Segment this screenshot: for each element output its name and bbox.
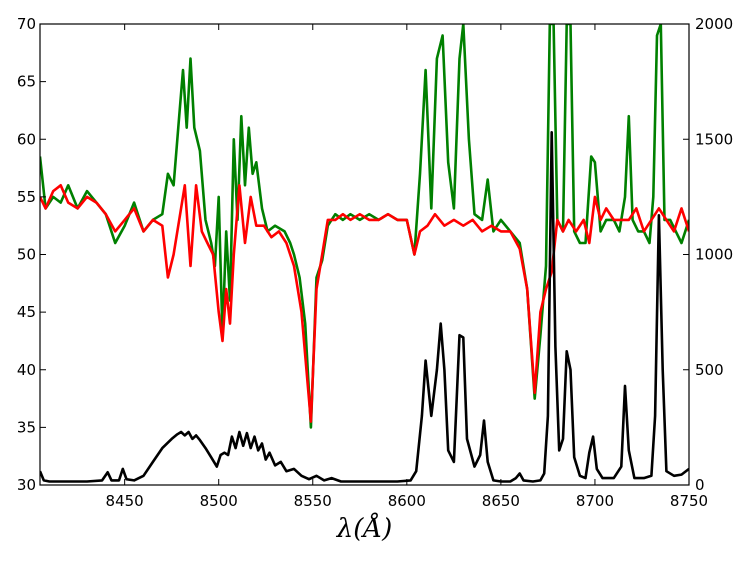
- x-tick-label: 8600: [388, 492, 426, 510]
- y-right-tick-label: 1500: [695, 130, 733, 148]
- plot-lines: [40, 24, 689, 483]
- y-right-tick-label: 1000: [695, 246, 733, 264]
- x-axis-title: λ(Å): [336, 512, 393, 544]
- y-left-tick-label: 50: [17, 246, 36, 264]
- y-left-tick-label: 60: [17, 130, 36, 148]
- y-left-tick-label: 65: [17, 73, 36, 91]
- y-left-tick-label: 70: [17, 15, 36, 33]
- y-left-tick-label: 45: [17, 303, 36, 321]
- y-right-tick-label: 2000: [695, 15, 733, 33]
- x-tick-label: 8750: [670, 492, 708, 510]
- x-tick-label: 8500: [200, 492, 238, 510]
- y-right-tick-label: 0: [695, 476, 705, 494]
- y-left-tick-label: 40: [17, 361, 36, 379]
- y-right-tick-label: 500: [695, 361, 724, 379]
- x-tick-label: 8450: [106, 492, 144, 510]
- y-left-tick-label: 35: [17, 418, 36, 436]
- red-spectrum-line: [40, 184, 689, 423]
- y-left-tick-label: 55: [17, 188, 36, 206]
- x-tick-label: 8650: [482, 492, 520, 510]
- plot-frame: [39, 23, 690, 486]
- black-spectrum-line: [40, 131, 689, 483]
- axis-ticks: 8450 8500 8550 8600 8650 8700 8750 30 35 40 45 50 55…: [17, 15, 733, 510]
- x-tick-label: 8550: [294, 492, 332, 510]
- x-tick-label: 8700: [576, 492, 614, 510]
- y-left-tick-label: 30: [17, 476, 36, 494]
